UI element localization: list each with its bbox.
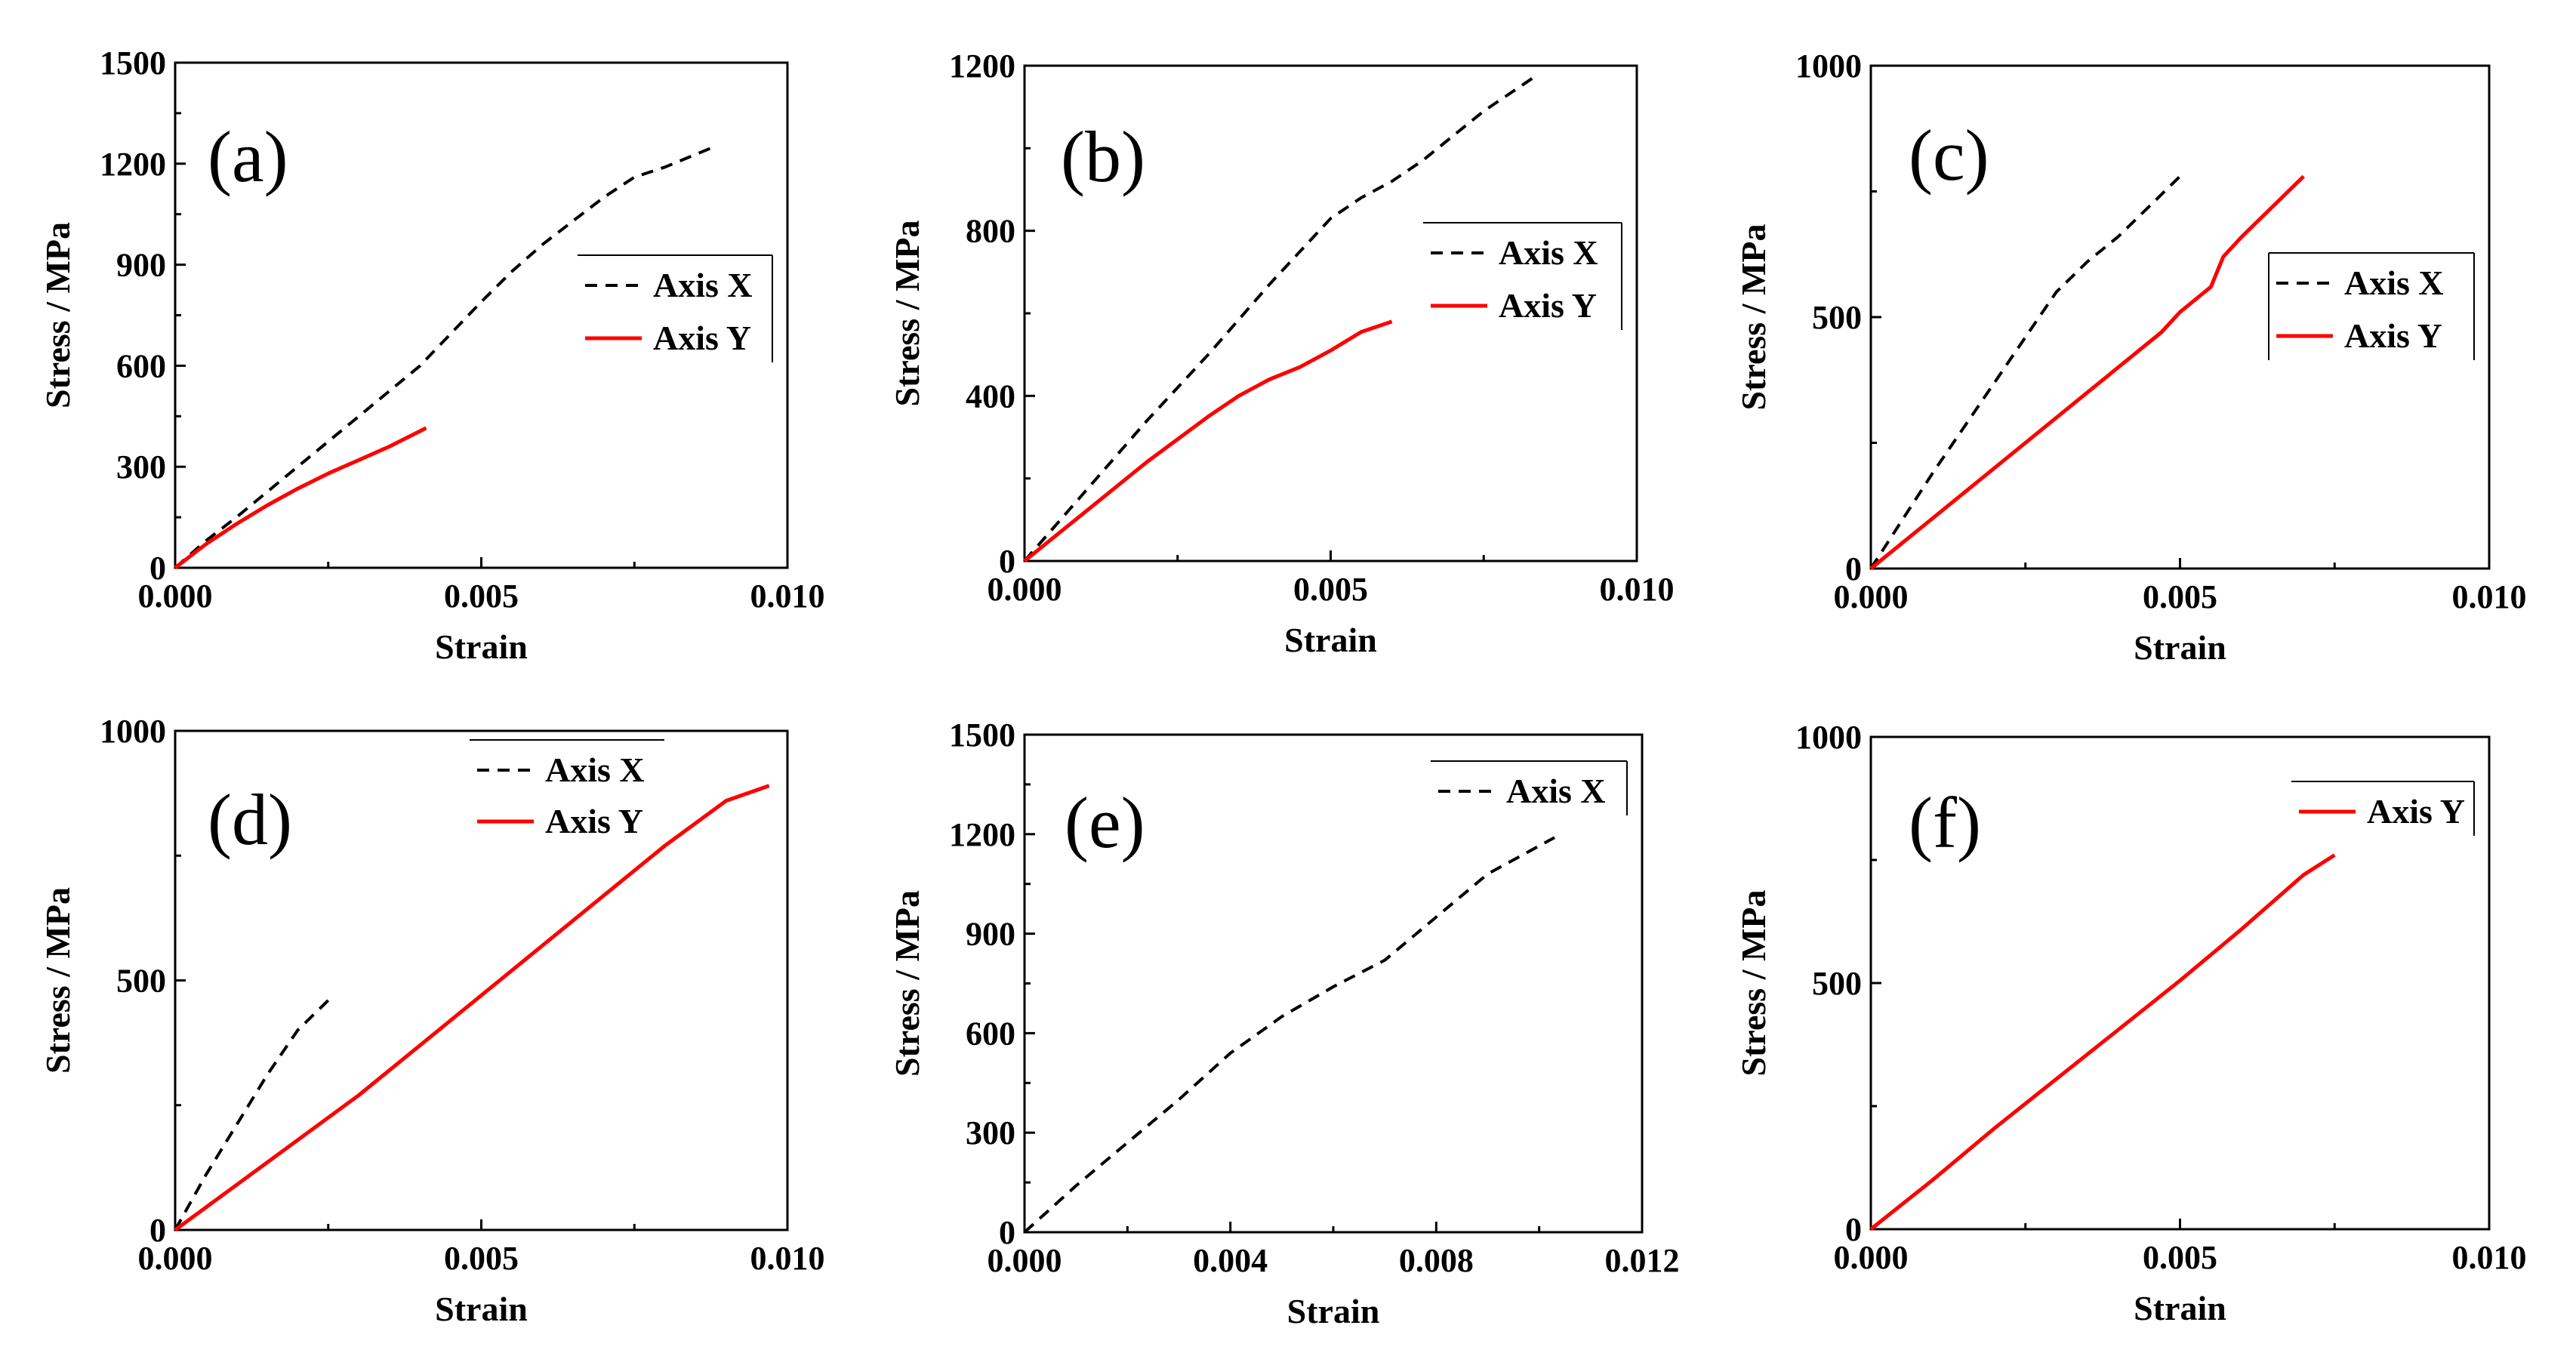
series-axis-y-line bbox=[174, 426, 427, 569]
chart-panel: 0.000 0.005 0.010 0 500 1000 Strain Stress / MP… bbox=[1734, 719, 2527, 1327]
x-axis-title: Strain bbox=[2134, 1289, 2226, 1327]
y-axis-title: Stress / MPa bbox=[39, 887, 77, 1074]
series-axis-y-line bbox=[174, 784, 770, 1232]
legend: Axis X Axis Y bbox=[1423, 222, 1622, 330]
y-axis-title: Stress / MPa bbox=[888, 220, 926, 406]
x-tick-label: 0.004 bbox=[1193, 1242, 1268, 1279]
y-tick-label: 0 bbox=[999, 1214, 1015, 1251]
legend-label: Axis X bbox=[1506, 772, 1606, 810]
legend-label: Axis X bbox=[2344, 264, 2444, 302]
legend: Axis X Axis Y bbox=[2268, 252, 2475, 360]
legend-label: Axis Y bbox=[545, 802, 643, 840]
x-tick-label: 0.008 bbox=[1399, 1242, 1474, 1279]
x-tick-label: 0.010 bbox=[2452, 1239, 2527, 1276]
chart-panel: 0.000 0.004 0.008 0.012 0 300 600 900 1200 1500 St… bbox=[888, 717, 1680, 1330]
x-tick-label: 0.010 bbox=[750, 1240, 825, 1277]
legend: Axis X Axis Y bbox=[578, 254, 773, 362]
x-axis-title: Strain bbox=[1287, 1292, 1380, 1330]
x-axis-title: Strain bbox=[1284, 621, 1377, 659]
y-tick-label: 1200 bbox=[949, 816, 1015, 853]
legend-label: Axis X bbox=[1499, 233, 1598, 272]
legend-label: Axis Y bbox=[1499, 286, 1597, 325]
panel-letter: (f) bbox=[1909, 782, 1981, 863]
x-tick-label: 0.000 bbox=[1834, 578, 1909, 615]
y-tick-label: 600 bbox=[116, 347, 166, 384]
chart-panel: 0.000 0.005 0.010 0 300 600 900 1200 1500 Strain S… bbox=[39, 45, 825, 666]
panel-letter: (c) bbox=[1909, 115, 1989, 196]
panel-letter: (d) bbox=[208, 779, 292, 860]
x-tick-label: 0.000 bbox=[138, 578, 213, 615]
series-axis-x-line bbox=[174, 145, 715, 569]
y-tick-label: 500 bbox=[1812, 299, 1862, 336]
y-tick-label: 0 bbox=[149, 1212, 166, 1249]
y-tick-label: 500 bbox=[1812, 965, 1862, 1002]
x-tick-label: 0.012 bbox=[1605, 1242, 1680, 1279]
y-tick-label: 1000 bbox=[1795, 719, 1862, 756]
legend: Axis X Axis Y bbox=[470, 739, 664, 840]
legend-label: Axis Y bbox=[653, 319, 751, 357]
y-tick-label: 1200 bbox=[949, 48, 1015, 85]
chart-panel: 0.000 0.005 0.010 0 500 1000 Strain Stress / MP… bbox=[1734, 48, 2527, 667]
x-axis-title: Strain bbox=[435, 1290, 528, 1328]
series-axis-y-line bbox=[1869, 853, 2336, 1231]
legend-label: Axis Y bbox=[2344, 316, 2442, 355]
y-tick-label: 0 bbox=[999, 543, 1015, 580]
chart-panel: 0.000 0.005 0.010 0 500 1000 Strain Stress / MP… bbox=[39, 713, 825, 1328]
y-tick-label: 1200 bbox=[100, 146, 166, 183]
y-tick-label: 900 bbox=[966, 916, 1015, 953]
series-axis-y-line bbox=[1869, 174, 2306, 570]
x-tick-label: 0.010 bbox=[2452, 578, 2527, 615]
series-axis-x-line bbox=[1869, 175, 2181, 570]
y-axis-title: Stress / MPa bbox=[888, 890, 926, 1077]
legend: Axis Y bbox=[2291, 781, 2475, 836]
y-tick-label: 800 bbox=[966, 213, 1015, 250]
x-tick-label: 0.005 bbox=[444, 1240, 519, 1277]
series-axis-x-line bbox=[174, 999, 330, 1231]
y-tick-label: 300 bbox=[966, 1114, 1015, 1151]
y-tick-label: 1000 bbox=[100, 713, 166, 750]
y-tick-label: 1500 bbox=[949, 717, 1015, 754]
legend-label: Axis Y bbox=[2367, 792, 2465, 831]
x-tick-label: 0.005 bbox=[1293, 571, 1368, 608]
series-axis-x-line bbox=[1023, 836, 1556, 1234]
y-axis-title: Stress / MPa bbox=[1734, 223, 1773, 410]
x-tick-label: 0.000 bbox=[988, 1242, 1062, 1279]
x-tick-label: 0.005 bbox=[2143, 1239, 2217, 1276]
y-tick-label: 400 bbox=[966, 378, 1015, 415]
y-tick-label: 1000 bbox=[1795, 48, 1862, 85]
legend: Axis X bbox=[1431, 760, 1628, 815]
y-tick-label: 500 bbox=[116, 963, 166, 1000]
x-axis-title: Strain bbox=[2134, 628, 2226, 667]
series-axis-y-line bbox=[1023, 319, 1393, 562]
panel-letter: (a) bbox=[208, 116, 288, 197]
y-tick-label: 900 bbox=[116, 247, 166, 284]
y-axis-title: Stress / MPa bbox=[39, 222, 77, 408]
x-tick-label: 0.005 bbox=[444, 578, 519, 615]
chart-panel: 0.000 0.005 0.010 0 400 800 1200 Strain Stress /… bbox=[888, 48, 1675, 659]
y-tick-label: 0 bbox=[149, 550, 166, 587]
legend-label: Axis X bbox=[653, 266, 753, 304]
y-tick-label: 0 bbox=[1845, 1211, 1862, 1248]
x-tick-label: 0.010 bbox=[1600, 571, 1675, 608]
series-axis-x-line bbox=[1023, 76, 1534, 562]
y-tick-label: 600 bbox=[966, 1015, 1015, 1052]
y-tick-label: 1500 bbox=[100, 45, 166, 82]
x-tick-label: 0.000 bbox=[988, 571, 1062, 608]
x-axis-title: Strain bbox=[435, 627, 528, 666]
panel-letter: (b) bbox=[1061, 116, 1145, 197]
legend-label: Axis X bbox=[545, 751, 645, 789]
y-tick-label: 0 bbox=[1845, 550, 1862, 587]
y-tick-label: 300 bbox=[116, 448, 166, 485]
x-tick-label: 0.005 bbox=[2143, 578, 2217, 615]
x-tick-label: 0.010 bbox=[750, 578, 825, 615]
y-axis-title: Stress / MPa bbox=[1734, 889, 1773, 1076]
panel-letter: (e) bbox=[1065, 782, 1145, 863]
x-tick-label: 0.000 bbox=[138, 1240, 213, 1277]
x-tick-label: 0.000 bbox=[1834, 1239, 1909, 1276]
